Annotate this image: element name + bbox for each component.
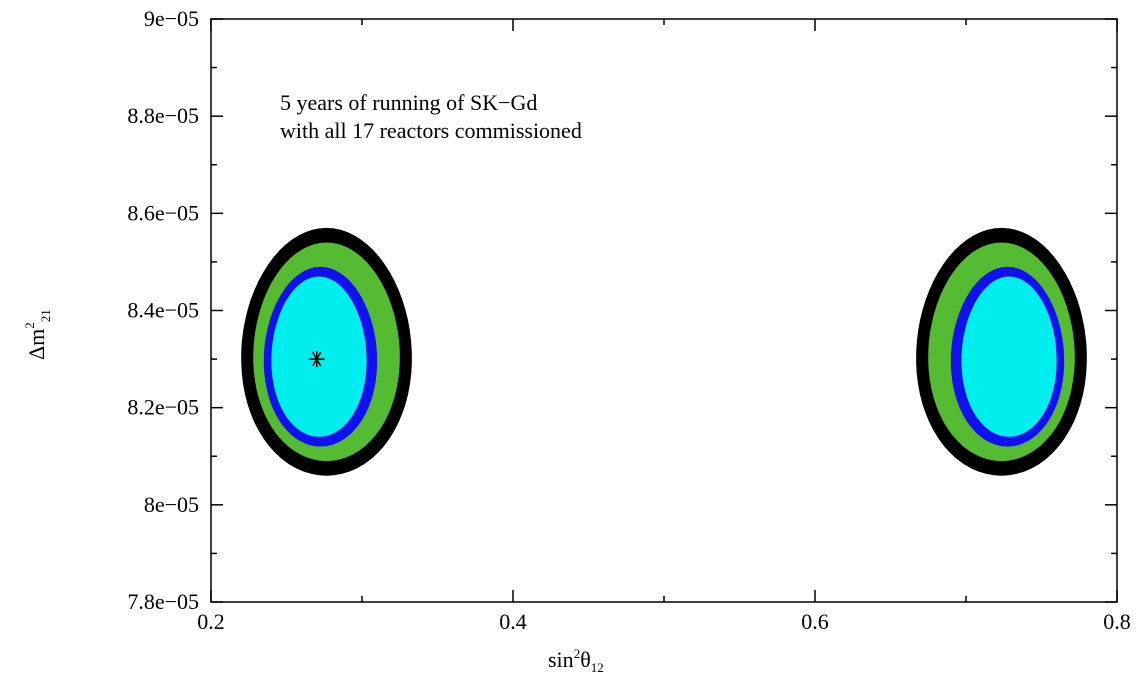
x-tick-label: 0.6 — [801, 609, 829, 634]
x-label-base: sin — [548, 647, 574, 672]
y-tick-label: 8.2e−05 — [127, 395, 199, 420]
annotation-line-2: with all 17 reactors commissioned — [280, 118, 582, 143]
x-label-theta: θ — [580, 647, 591, 672]
y-tick-label: 7.8e−05 — [127, 589, 199, 614]
y-label-sub: 21 — [38, 309, 53, 322]
y-tick-label: 8e−05 — [144, 492, 199, 517]
y-tick-label: 9e−05 — [144, 6, 199, 31]
x-tick-label: 0.2 — [197, 609, 225, 634]
x-axis-label: sin2θ12 — [548, 646, 604, 675]
y-axis-label: Δm221 — [22, 309, 53, 360]
y-label-sup: 2 — [22, 322, 37, 329]
confidence-regions — [241, 228, 1087, 476]
x-tick-label: 0.8 — [1103, 609, 1131, 634]
y-tick-label: 8.6e−05 — [127, 200, 199, 225]
x-label-sub: 12 — [591, 660, 604, 675]
y-tick-label: 8.8e−05 — [127, 103, 199, 128]
y-label-base: Δm — [24, 329, 49, 360]
annotation-line-1: 5 years of running of SK−Gd — [280, 90, 537, 115]
x-tick-label: 0.4 — [499, 609, 527, 634]
y-tick-label: 8.4e−05 — [127, 298, 199, 323]
